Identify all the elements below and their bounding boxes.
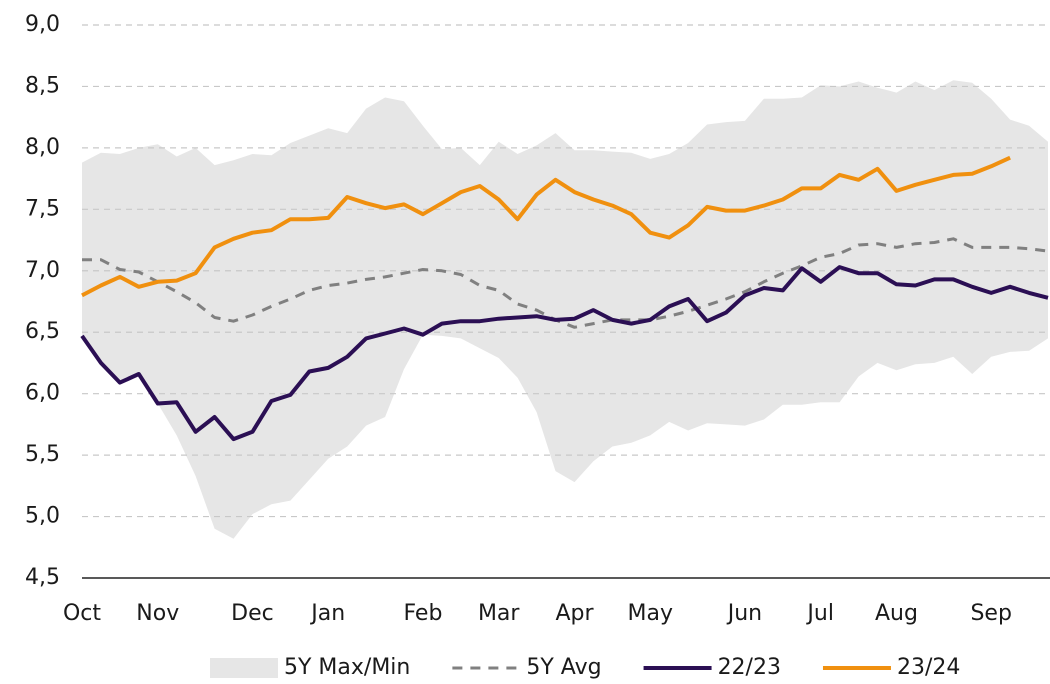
y-tick-label: 7,0 <box>25 258 60 283</box>
x-tick-label: Jul <box>805 601 834 626</box>
y-tick-label: 6,0 <box>25 381 60 406</box>
x-tick-label: Aug <box>875 601 918 626</box>
x-tick-label: Oct <box>63 601 101 626</box>
y-tick-label: 8,0 <box>25 135 60 160</box>
band-area <box>82 80 1048 539</box>
series-line <box>80 265 1049 442</box>
y-tick-label: 6,5 <box>25 319 60 344</box>
x-tick-label: Dec <box>231 601 274 626</box>
x-tick-label: Jan <box>309 601 345 626</box>
x-tick-label: Mar <box>478 601 520 626</box>
band-layer <box>82 80 1048 539</box>
y-tick-label: 5,5 <box>25 442 60 467</box>
series-line <box>81 155 1011 298</box>
x-tick-label: Nov <box>136 601 179 626</box>
y-tick-label: 8,5 <box>25 73 60 98</box>
legend: 5Y Max/Min 5Y Avg 22/23 23/24 <box>210 655 960 680</box>
x-tick-label: May <box>627 601 672 626</box>
y-tick-label: 4,5 <box>25 565 60 590</box>
label-layer: 4,5 5,0 5,5 6,0 6,5 7,0 7,5 8,0 8,5 9,0 Oct Nov Dec J… <box>25 12 1012 626</box>
y-tick-label: 9,0 <box>25 12 60 37</box>
legend-label: 23/24 <box>897 655 960 680</box>
legend-label: 5Y Max/Min <box>284 655 410 680</box>
legend-swatch <box>210 658 278 678</box>
line-layer <box>80 155 1049 442</box>
y-tick-label: 7,5 <box>25 196 60 221</box>
x-tick-label: Apr <box>555 601 594 626</box>
x-tick-label: Feb <box>403 601 442 626</box>
y-tick-label: 5,0 <box>25 504 60 529</box>
x-tick-label: Jun <box>726 601 762 626</box>
x-tick-label: Sep <box>970 601 1011 626</box>
legend-label: 5Y Avg <box>526 655 601 680</box>
grid-layer <box>82 24 1050 579</box>
legend-label: 22/23 <box>718 655 781 680</box>
